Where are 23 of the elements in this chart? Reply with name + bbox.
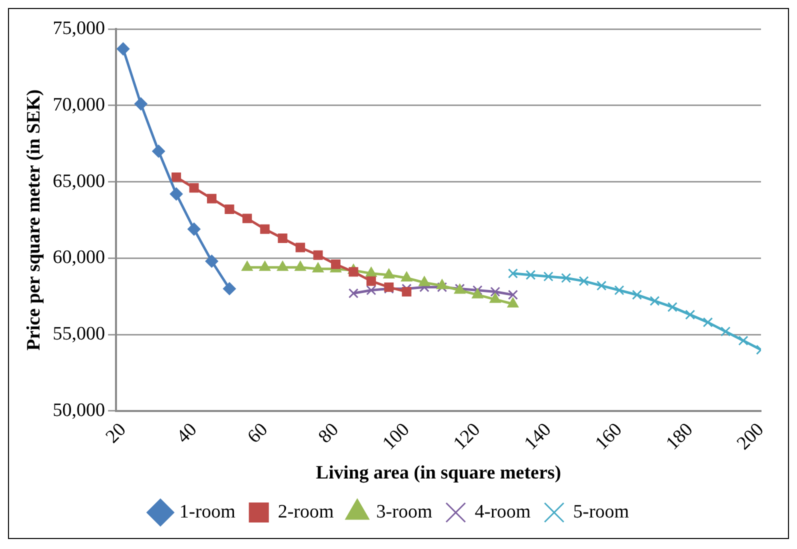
x-tick-label: 200	[733, 419, 768, 454]
legend-label: 2-room	[278, 501, 334, 522]
legend-label: 3-room	[376, 501, 432, 522]
y-tick-label: 65,000	[52, 170, 106, 192]
y-tick-label: 70,000	[52, 94, 106, 116]
legend-label: 5-room	[573, 501, 630, 522]
x-tick-label: 120	[450, 419, 485, 454]
x-tick-label: 20	[102, 419, 130, 448]
x-tick-label: 180	[662, 419, 698, 454]
x-tick-label: 160	[591, 419, 626, 454]
x-axis-title: Living area (in square meters)	[316, 462, 562, 484]
y-tick-label: 75,000	[52, 18, 106, 39]
x-tick-label: 60	[244, 419, 272, 448]
x-tick-label: 80	[314, 419, 343, 448]
legend-label: 1-room	[179, 501, 236, 522]
x-tick-label: 40	[172, 419, 202, 448]
y-tick-label: 50,000	[52, 400, 106, 421]
y-axis-title: Price per square meter (in SEK)	[23, 89, 44, 351]
x-tick-label: 100	[378, 419, 414, 454]
legend-label: 4-room	[474, 501, 531, 522]
y-tick-label: 60,000	[52, 247, 106, 268]
x-tick-label: 140	[520, 419, 556, 454]
y-tick-label: 55,000	[52, 324, 106, 345]
